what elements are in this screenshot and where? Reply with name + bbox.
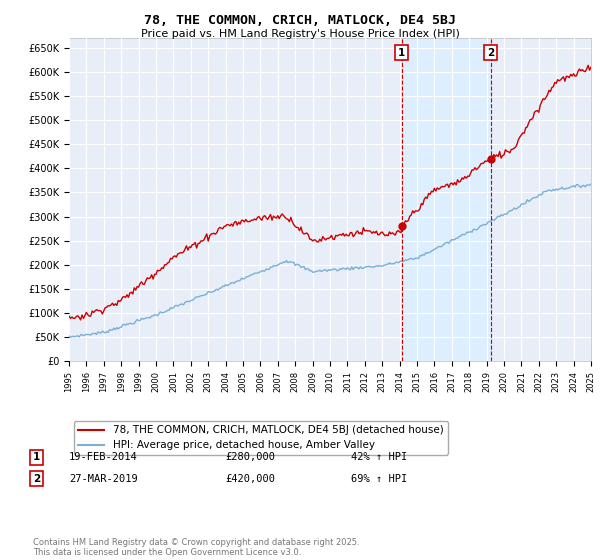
Text: Price paid vs. HM Land Registry's House Price Index (HPI): Price paid vs. HM Land Registry's House … xyxy=(140,29,460,39)
Bar xyxy=(401,38,491,361)
Text: 78, THE COMMON, CRICH, MATLOCK, DE4 5BJ: 78, THE COMMON, CRICH, MATLOCK, DE4 5BJ xyxy=(144,14,456,27)
Text: 1: 1 xyxy=(398,48,406,58)
Text: 42% ↑ HPI: 42% ↑ HPI xyxy=(351,452,407,463)
Text: 2: 2 xyxy=(487,48,494,58)
Text: 1: 1 xyxy=(33,452,40,463)
Legend: 78, THE COMMON, CRICH, MATLOCK, DE4 5BJ (detached house), HPI: Average price, de: 78, THE COMMON, CRICH, MATLOCK, DE4 5BJ … xyxy=(74,421,448,455)
Text: £420,000: £420,000 xyxy=(225,474,275,484)
Text: 27-MAR-2019: 27-MAR-2019 xyxy=(69,474,138,484)
Text: £280,000: £280,000 xyxy=(225,452,275,463)
Text: 69% ↑ HPI: 69% ↑ HPI xyxy=(351,474,407,484)
Text: Contains HM Land Registry data © Crown copyright and database right 2025.
This d: Contains HM Land Registry data © Crown c… xyxy=(33,538,359,557)
Text: 2: 2 xyxy=(33,474,40,484)
Text: 19-FEB-2014: 19-FEB-2014 xyxy=(69,452,138,463)
